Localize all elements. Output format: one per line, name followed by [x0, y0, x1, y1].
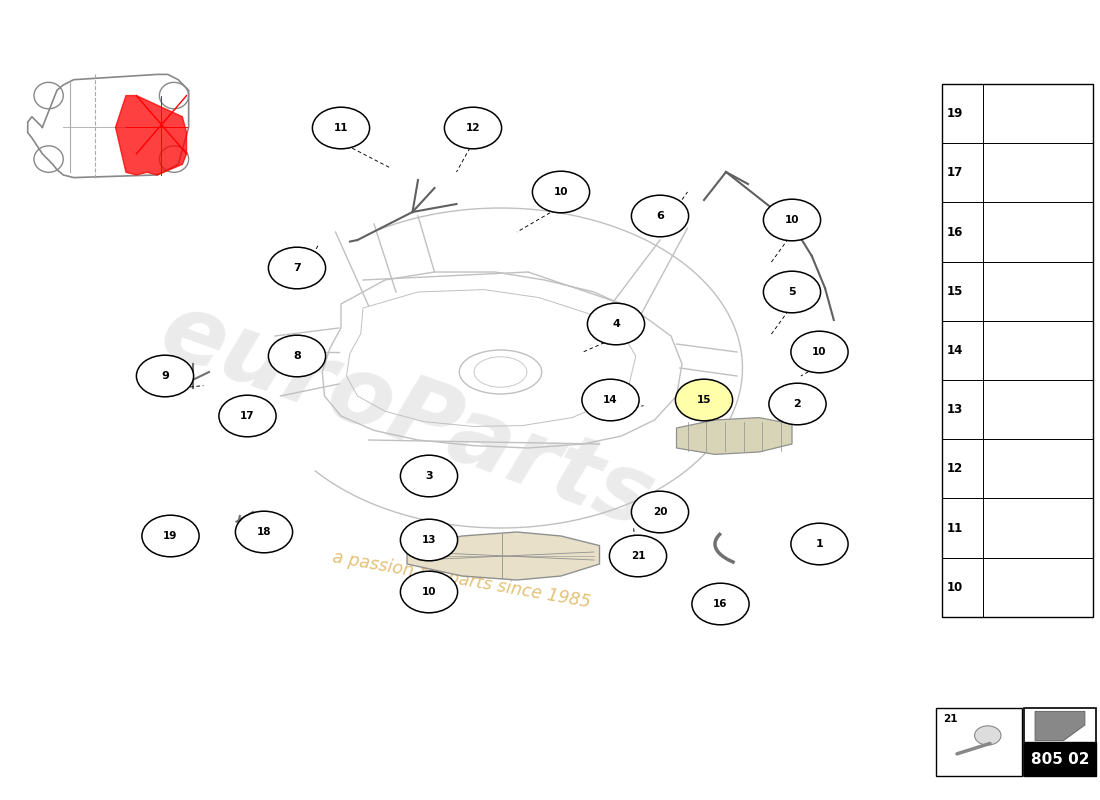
Circle shape [791, 523, 848, 565]
Text: euroParts: euroParts [147, 284, 667, 548]
Circle shape [142, 515, 199, 557]
Text: 19: 19 [947, 107, 964, 120]
Text: 2: 2 [793, 399, 802, 409]
Text: 4: 4 [612, 319, 620, 329]
Text: 18: 18 [256, 527, 272, 537]
Circle shape [400, 519, 458, 561]
Circle shape [631, 491, 689, 533]
Text: 15: 15 [696, 395, 712, 405]
Text: 11: 11 [333, 123, 349, 133]
Text: 805 02: 805 02 [1031, 751, 1089, 766]
Text: 14: 14 [603, 395, 618, 405]
Circle shape [268, 335, 326, 377]
FancyBboxPatch shape [942, 84, 1093, 617]
Circle shape [609, 535, 667, 577]
Polygon shape [28, 74, 189, 178]
FancyBboxPatch shape [936, 708, 1022, 776]
Circle shape [235, 511, 293, 553]
Polygon shape [116, 95, 187, 175]
Circle shape [136, 355, 194, 397]
Circle shape [219, 395, 276, 437]
Circle shape [400, 455, 458, 497]
Text: 19: 19 [163, 531, 178, 541]
Text: 10: 10 [421, 587, 437, 597]
Circle shape [631, 195, 689, 237]
Circle shape [268, 247, 326, 289]
Text: 10: 10 [947, 581, 964, 594]
Text: a passion for parts since 1985: a passion for parts since 1985 [331, 548, 593, 612]
Polygon shape [407, 532, 600, 580]
Circle shape [791, 331, 848, 373]
Circle shape [312, 107, 370, 149]
Text: 17: 17 [240, 411, 255, 421]
Text: 13: 13 [947, 403, 964, 416]
Circle shape [769, 383, 826, 425]
Text: 17: 17 [947, 166, 964, 179]
Text: 10: 10 [784, 215, 800, 225]
FancyBboxPatch shape [1024, 742, 1096, 776]
Circle shape [532, 171, 590, 213]
Polygon shape [1035, 711, 1085, 741]
Circle shape [675, 379, 733, 421]
Circle shape [587, 303, 645, 345]
Text: 16: 16 [947, 226, 964, 238]
Circle shape [400, 571, 458, 613]
Text: 10: 10 [812, 347, 827, 357]
Text: 21: 21 [943, 714, 957, 725]
Polygon shape [676, 418, 792, 454]
Text: 12: 12 [947, 462, 964, 475]
Text: 10: 10 [553, 187, 569, 197]
Text: 15: 15 [947, 285, 964, 298]
Circle shape [975, 726, 1001, 745]
Text: 5: 5 [789, 287, 795, 297]
Text: 16: 16 [713, 599, 728, 609]
Text: 20: 20 [652, 507, 668, 517]
Circle shape [444, 107, 502, 149]
Circle shape [763, 271, 821, 313]
Circle shape [582, 379, 639, 421]
Text: 6: 6 [656, 211, 664, 221]
Text: 1: 1 [815, 539, 824, 549]
Text: 12: 12 [465, 123, 481, 133]
Text: 13: 13 [421, 535, 437, 545]
Circle shape [763, 199, 821, 241]
Text: 21: 21 [630, 551, 646, 561]
Circle shape [692, 583, 749, 625]
Text: 11: 11 [947, 522, 964, 534]
Text: 9: 9 [161, 371, 169, 381]
Text: 14: 14 [947, 344, 964, 357]
Text: 7: 7 [293, 263, 301, 273]
Text: 8: 8 [293, 351, 301, 361]
Text: 3: 3 [426, 471, 432, 481]
